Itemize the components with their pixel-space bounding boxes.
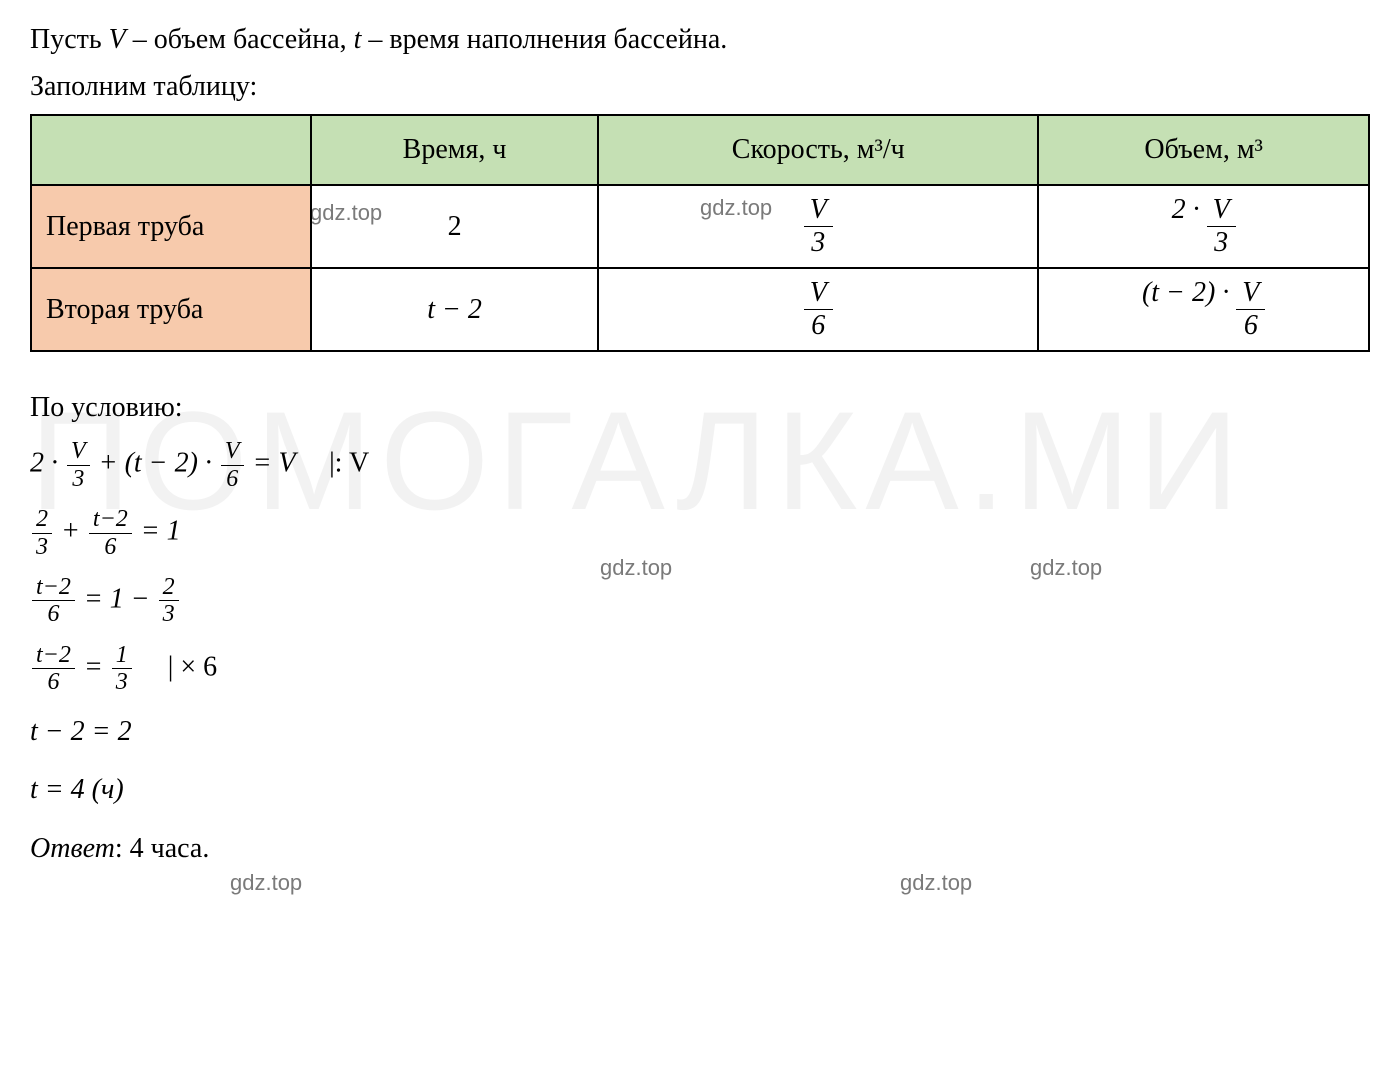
cell-speed-2: V 6 bbox=[598, 268, 1038, 351]
table-row: Первая труба 2 V 3 2 · V 3 bbox=[31, 185, 1369, 268]
row-label-1: Первая труба bbox=[31, 185, 311, 268]
intro-line-2: Заполним таблицу: bbox=[30, 67, 1370, 106]
cell-time-2: t − 2 bbox=[311, 268, 598, 351]
header-empty bbox=[31, 115, 311, 185]
equation-5: t − 2 = 2 bbox=[30, 710, 1370, 755]
intro-suffix: – время наполнения бассейна. bbox=[361, 24, 727, 55]
watermark-small-5: gdz.top bbox=[230, 870, 302, 896]
row-label-2: Вторая труба bbox=[31, 268, 311, 351]
answer-text: : 4 часа. bbox=[115, 833, 210, 864]
table-header-row: Время, ч Скорость, м³/ч Объем, м³ bbox=[31, 115, 1369, 185]
equation-4: t−26 = 13 | × 6 bbox=[30, 642, 1370, 696]
cell-volume-2: (t − 2) · V 6 bbox=[1038, 268, 1369, 351]
answer-line: Ответ: 4 часа. bbox=[30, 833, 1370, 865]
equation-3: t−26 = 1 − 23 bbox=[30, 574, 1370, 628]
intro-prefix: Пусть bbox=[30, 24, 109, 55]
watermark-small-6: gdz.top bbox=[900, 870, 972, 896]
cell-time-1: 2 bbox=[311, 185, 598, 268]
header-volume: Объем, м³ bbox=[1038, 115, 1369, 185]
header-speed: Скорость, м³/ч bbox=[598, 115, 1038, 185]
intro-line-1: Пусть V – объем бассейна, t – время напо… bbox=[30, 20, 1370, 59]
data-table: Время, ч Скорость, м³/ч Объем, м³ Первая… bbox=[30, 114, 1370, 352]
header-time: Время, ч bbox=[311, 115, 598, 185]
cell-speed-1: V 3 bbox=[598, 185, 1038, 268]
condition-label: По условию: bbox=[30, 392, 1370, 424]
answer-label: Ответ bbox=[30, 833, 115, 864]
equation-6: t = 4 (ч) bbox=[30, 768, 1370, 813]
table-row: Вторая труба t − 2 V 6 (t − 2) · V 6 bbox=[31, 268, 1369, 351]
intro-mid: – объем бассейна, bbox=[126, 24, 354, 55]
cell-volume-1: 2 · V 3 bbox=[1038, 185, 1369, 268]
equation-1: 2 · V3 + (t − 2) · V6 = V |: V bbox=[30, 438, 1370, 492]
var-v: V bbox=[109, 24, 126, 55]
equation-2: 23 + t−26 = 1 bbox=[30, 506, 1370, 560]
